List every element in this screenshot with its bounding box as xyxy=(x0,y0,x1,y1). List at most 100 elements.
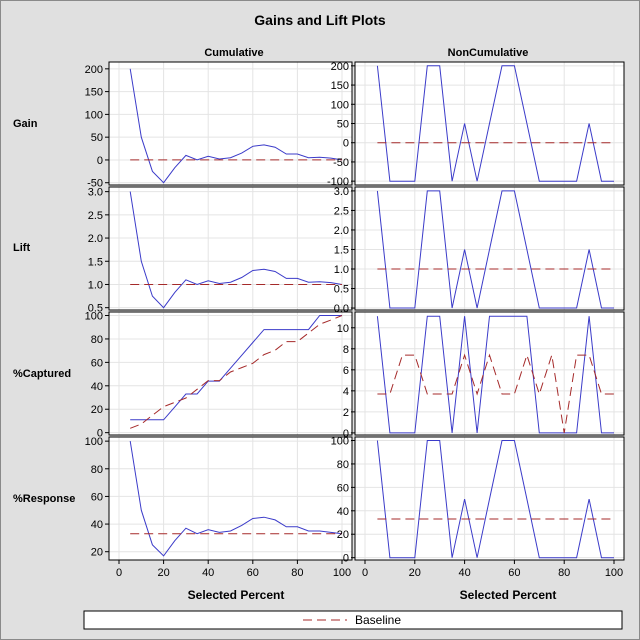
y-tick-label: 200 xyxy=(85,64,103,76)
y-tick-label: 0 xyxy=(97,428,103,440)
model-series-line xyxy=(129,68,343,184)
y-tick-label: 1.0 xyxy=(334,264,349,276)
y-tick-label: 1.5 xyxy=(334,244,349,256)
x-tick-label: 40 xyxy=(458,567,470,579)
y-tick-label: 0.5 xyxy=(88,303,103,315)
y-tick-label: 60 xyxy=(91,491,103,503)
y-tick-label: 1.0 xyxy=(88,279,103,291)
y-tick-label: 50 xyxy=(91,132,103,144)
x-tick-label: 0 xyxy=(362,567,368,579)
y-tick-label: -50 xyxy=(87,178,103,190)
panels-group: -50050100150200-100-500501001502000.51.0… xyxy=(85,61,625,579)
y-tick-label: 2 xyxy=(343,407,349,419)
x-axis-label-right: Selected Percent xyxy=(460,588,557,602)
y-tick-label: 60 xyxy=(337,482,349,494)
plot-border xyxy=(108,311,353,436)
plot-border xyxy=(108,436,353,561)
model-series-line xyxy=(376,315,614,434)
y-tick-label: 100 xyxy=(85,109,103,121)
baseline-series-line xyxy=(130,315,343,429)
legend: Baseline xyxy=(83,610,623,630)
x-tick-label: 80 xyxy=(291,567,303,579)
y-tick-label: 2.5 xyxy=(88,210,103,222)
y-tick-label: 3.0 xyxy=(334,186,349,198)
y-tick-label: 40 xyxy=(337,506,349,518)
column-header-cumulative: Cumulative xyxy=(204,47,263,59)
y-tick-label: -50 xyxy=(333,157,349,169)
x-tick-label: 100 xyxy=(605,567,623,579)
panel-pct-captured-noncumulative: 0 2 4 6 8 10 xyxy=(337,311,625,440)
y-tick-label: 60 xyxy=(91,357,103,369)
model-series-line xyxy=(376,65,614,182)
y-tick-label: 50 xyxy=(337,119,349,131)
model-series-line xyxy=(129,191,343,309)
row-label-captured: %Captured xyxy=(13,368,71,380)
plot-area xyxy=(355,312,624,435)
plot-border xyxy=(354,436,625,561)
y-tick-label: 40 xyxy=(91,381,103,393)
y-tick-label: 3.0 xyxy=(88,187,103,199)
y-tick-label: 0 xyxy=(97,155,103,167)
y-tick-label: 100 xyxy=(85,311,103,323)
plot-area xyxy=(109,437,352,560)
y-tick-label: 2.5 xyxy=(334,205,349,217)
row-label-lift: Lift xyxy=(13,242,30,254)
y-tick-label: 80 xyxy=(337,459,349,471)
plot-area xyxy=(109,187,352,310)
panel-gain-noncumulative: -100 -50 0 50 100 150 200 xyxy=(327,61,625,188)
plot-area xyxy=(109,312,352,435)
y-tick-label: 20 xyxy=(91,404,103,416)
model-series-line xyxy=(376,440,614,559)
model-series-line xyxy=(376,190,614,309)
y-tick-label: 2.0 xyxy=(88,233,103,245)
panel-pct-response-noncumulative: 0 20 40 60 80 100 0 20 40 60 80 100 xyxy=(331,436,625,579)
legend-box xyxy=(83,610,623,630)
y-tick-label: 0 xyxy=(343,428,349,440)
plot-area xyxy=(109,62,352,185)
y-tick-label: 4 xyxy=(343,386,349,398)
y-tick-label: 80 xyxy=(91,334,103,346)
plot-border xyxy=(354,186,625,311)
y-tick-label: 100 xyxy=(331,436,349,448)
panel-lift-cumulative: 0.5 1.0 1.5 2.0 2.5 3.0 xyxy=(88,186,353,315)
x-tick-label: 80 xyxy=(558,567,570,579)
y-tick-label: 100 xyxy=(85,436,103,448)
y-tick-label: 8 xyxy=(343,344,349,356)
y-tick-label: 200 xyxy=(331,61,349,73)
x-tick-label: 20 xyxy=(157,567,169,579)
row-label-response: %Response xyxy=(13,493,75,505)
model-series-line xyxy=(130,315,342,421)
panel-pct-response-cumulative: 20 40 60 80 100 0 20 40 60 80 100 xyxy=(85,436,353,579)
x-tick-label: 40 xyxy=(202,567,214,579)
plot-border xyxy=(354,61,625,186)
row-label-gain: Gain xyxy=(13,118,38,130)
plot-border xyxy=(354,311,625,436)
y-tick-label: 1.5 xyxy=(88,256,103,268)
y-tick-label: 0.5 xyxy=(334,284,349,296)
y-tick-label: 80 xyxy=(91,464,103,476)
plot-border xyxy=(108,186,353,311)
x-tick-label: 60 xyxy=(247,567,259,579)
x-axis-label-left: Selected Percent xyxy=(188,588,285,602)
x-tick-label: 100 xyxy=(333,567,351,579)
y-tick-label: 2.0 xyxy=(334,225,349,237)
x-tick-label: 0 xyxy=(116,567,122,579)
y-tick-label: 150 xyxy=(331,80,349,92)
y-tick-label: 6 xyxy=(343,365,349,377)
model-series-line xyxy=(129,441,343,557)
panel-lift-noncumulative: 0.00.51.01.52.02.53.0 xyxy=(334,186,625,315)
y-tick-label: 20 xyxy=(91,547,103,559)
x-tick-label: 60 xyxy=(508,567,520,579)
y-tick-label: 10 xyxy=(337,323,349,335)
y-tick-label: 0 xyxy=(343,138,349,150)
column-header-noncumulative: NonCumulative xyxy=(448,47,529,59)
y-tick-label: 40 xyxy=(91,519,103,531)
chart-title: Gains and Lift Plots xyxy=(254,12,386,28)
x-tick-label: 20 xyxy=(409,567,421,579)
panel-gain-cumulative: -50 0 50 100 150 200 xyxy=(85,61,353,190)
baseline-series-line xyxy=(377,353,614,433)
legend-baseline-label: Baseline xyxy=(355,613,401,627)
y-tick-label: 100 xyxy=(331,99,349,111)
